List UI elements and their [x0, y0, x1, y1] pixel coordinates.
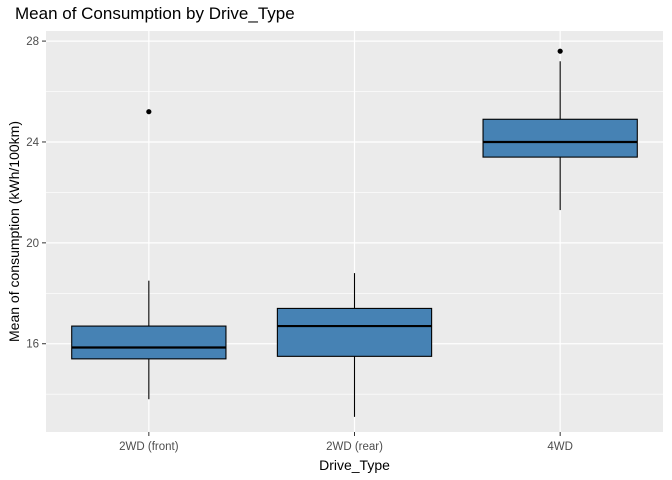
box-iqr [482, 118, 638, 158]
chart-title: Mean of Consumption by Drive_Type [15, 4, 295, 23]
y-tick-label: 20 [26, 238, 39, 250]
x-tick-label: 4WD [547, 441, 573, 453]
box-group [71, 109, 227, 400]
outlier-point [557, 48, 563, 54]
outlier-point [146, 109, 152, 115]
y-tick-label: 28 [26, 36, 39, 48]
box-iqr [276, 307, 433, 357]
y-axis: 16 20 24 28 [26, 36, 46, 351]
x-axis: 2WD (front) 2WD (rear) 4WD [119, 432, 573, 453]
x-tick-label: 2WD (front) [119, 441, 179, 453]
y-tick-label: 16 [26, 339, 39, 351]
y-tick-label: 24 [26, 137, 39, 149]
x-axis-title: Drive_Type [319, 457, 390, 473]
x-tick-label: 2WD (rear) [326, 441, 383, 453]
y-axis-title: Mean of consumption (kWh/100km) [6, 121, 22, 342]
box-group [482, 48, 638, 211]
boxes [71, 48, 638, 417]
box-iqr [71, 325, 227, 360]
box-group [276, 273, 433, 417]
